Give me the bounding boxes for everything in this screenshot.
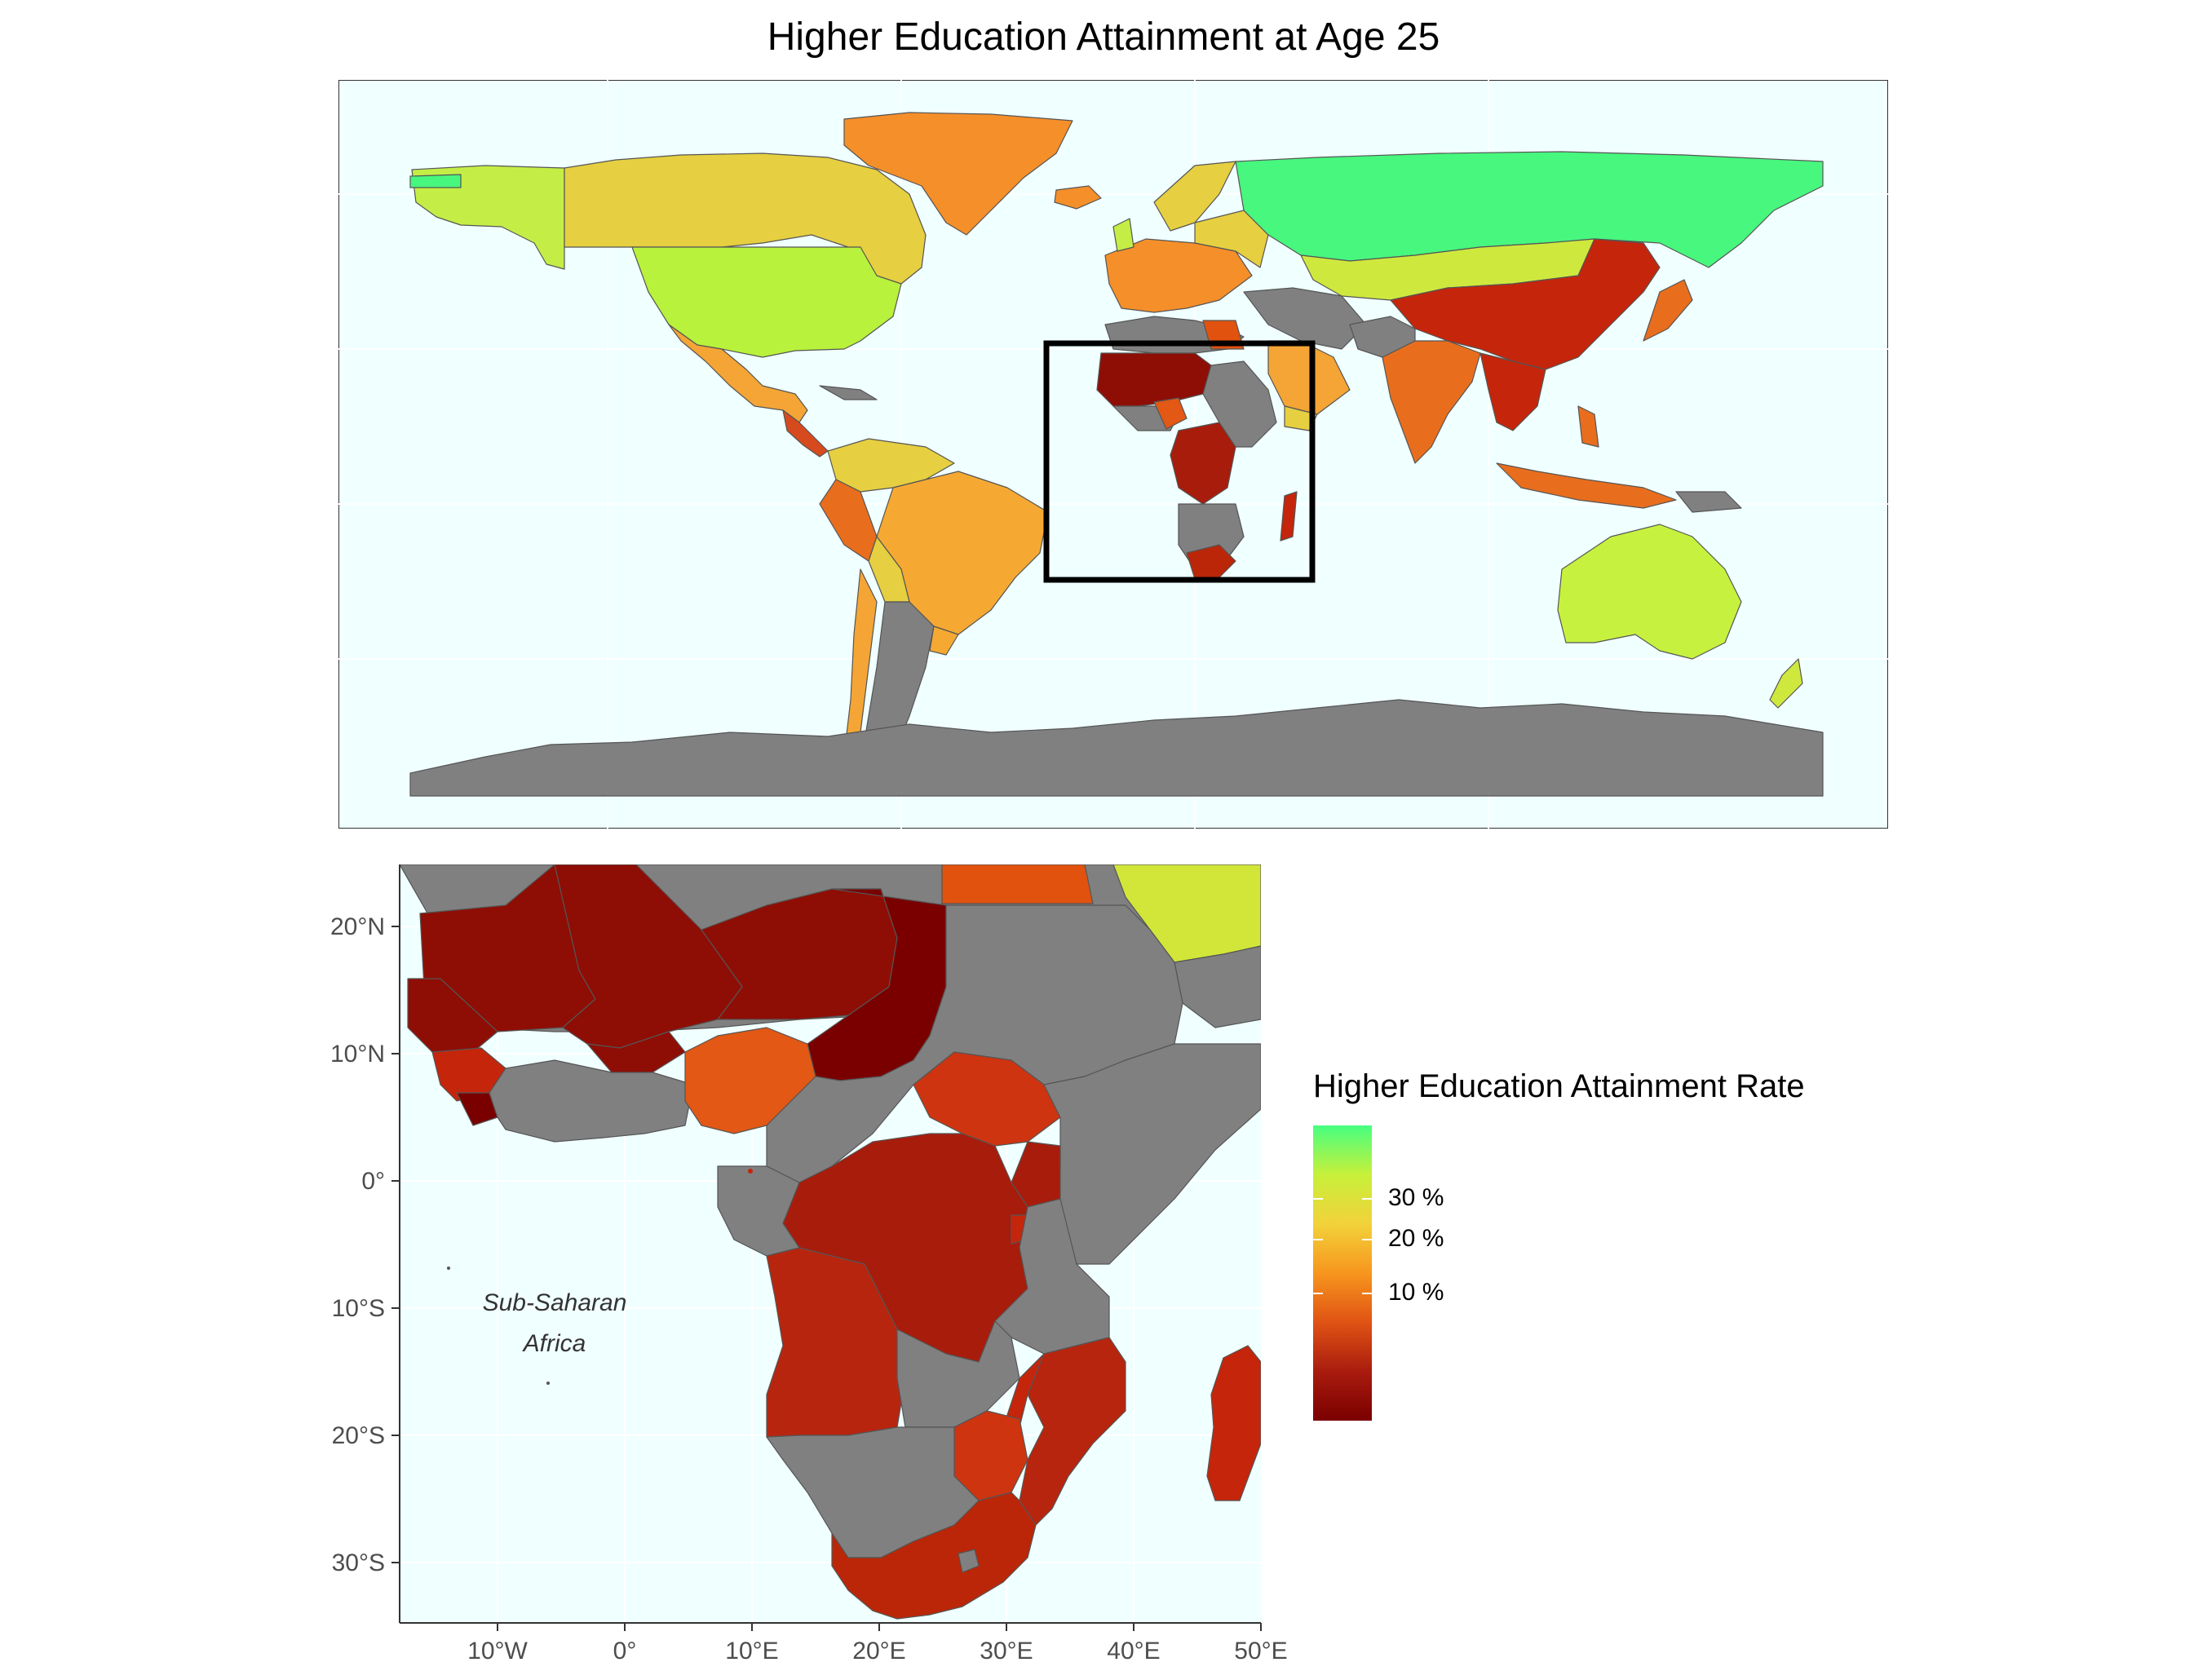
world-map: [338, 80, 1888, 829]
region-label-line1: Sub-Saharan: [483, 1289, 627, 1316]
lat-tick-label: 10°S: [332, 1295, 385, 1322]
lesotho: [958, 1549, 980, 1573]
nigeria: [1153, 397, 1188, 430]
south-sudan: [913, 1051, 1061, 1147]
madagascar: [1206, 1345, 1261, 1501]
island-dot: [447, 1267, 450, 1270]
inset-extent-box: [1043, 340, 1316, 583]
legend-label: 10 %: [1388, 1279, 1444, 1306]
madagascar: [1280, 491, 1298, 542]
australia: [1557, 524, 1742, 660]
region-label-line2: Africa: [522, 1330, 586, 1357]
scandinavia: [1153, 161, 1236, 232]
pakistan-afghanistan: [1349, 316, 1416, 358]
legend-label: 20 %: [1388, 1225, 1444, 1252]
canada: [564, 153, 927, 285]
new-guinea: [1675, 491, 1742, 513]
far-east-siberia-tip: [409, 174, 462, 188]
uk: [1112, 218, 1134, 252]
mozambique: [1019, 1337, 1126, 1526]
coastal-west-africa: [489, 1059, 694, 1143]
indonesia: [1496, 462, 1677, 509]
new-zealand: [1769, 658, 1803, 709]
lon-tick-label: 10°E: [725, 1638, 778, 1665]
greenland: [843, 112, 1073, 236]
western-europe: [1104, 238, 1253, 313]
india: [1382, 340, 1481, 464]
egypt: [941, 864, 1094, 904]
central-america: [782, 409, 829, 458]
philippines: [1577, 405, 1599, 448]
lat-tick-label: 30°S: [332, 1550, 385, 1576]
south-africa: [831, 1492, 1037, 1620]
central-north-nodata: [766, 904, 1183, 1183]
island-dot: [748, 1169, 753, 1174]
africa-inset-map: Sub-Saharan Africa 20°N 10°N 0° 10°S 20°…: [330, 864, 1288, 1665]
legend-label: 30 %: [1388, 1184, 1444, 1211]
lat-tick-label: 0°: [361, 1168, 385, 1195]
legend: Higher Education Attainment Rate 30 % 20…: [1313, 1068, 1933, 1443]
caribbean: [819, 385, 878, 400]
southeast-asia: [1479, 352, 1546, 431]
bolivia: [868, 536, 910, 603]
alaska: [411, 165, 565, 270]
yemen: [1284, 405, 1318, 431]
south-africa: [1186, 544, 1236, 580]
japan: [1643, 279, 1693, 342]
page-title: Higher Education Attainment at Age 25: [767, 15, 1440, 59]
uruguay: [929, 626, 959, 656]
legend-title: Higher Education Attainment Rate: [1313, 1068, 1805, 1104]
lon-tick-label: 40°E: [1107, 1638, 1160, 1665]
lon-tick-label: 10°W: [467, 1638, 528, 1665]
sahel-belt: [1096, 352, 1212, 407]
iceland: [1054, 185, 1102, 210]
lon-tick-label: 20°E: [852, 1638, 905, 1665]
mexico: [668, 324, 808, 423]
antarctica: [409, 699, 1824, 797]
lon-tick-label: 0°: [613, 1638, 637, 1665]
lon-tick-label: 30°E: [980, 1638, 1033, 1665]
lat-tick-label: 20°N: [330, 913, 385, 940]
island-dot: [546, 1382, 550, 1385]
lat-tick-label: 20°S: [332, 1422, 385, 1449]
legend-color-bar: [1313, 1125, 1372, 1421]
east-africa: [1202, 360, 1277, 448]
lat-tick-label: 10°N: [330, 1041, 385, 1068]
lon-tick-label: 50°E: [1234, 1638, 1287, 1665]
china: [1390, 238, 1661, 370]
